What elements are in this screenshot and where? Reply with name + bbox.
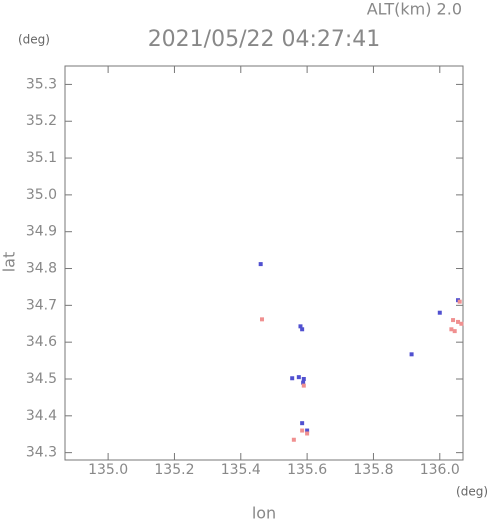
x-tick-label: 136.0 [420, 462, 460, 478]
echo-point [300, 421, 305, 426]
y-tick-label: 34.4 [26, 408, 57, 424]
echo-point [452, 329, 457, 334]
plot-frame [64, 65, 464, 461]
echo-point [459, 321, 464, 326]
y-tick-label: 35.3 [26, 76, 57, 92]
chart-title: 2021/05/22 04:27:41 [148, 27, 381, 52]
y-tick-label: 34.3 [26, 445, 57, 461]
x-label: lon [252, 504, 276, 522]
y-tick-label: 34.5 [26, 371, 57, 387]
x-tick-label: 135.6 [287, 462, 327, 478]
echo-point [449, 327, 454, 332]
x-tick-label: 135.0 [88, 462, 128, 478]
y-tick-label: 34.7 [26, 297, 57, 313]
y-tick-label: 35.1 [26, 150, 57, 166]
x-tick-label: 135.8 [353, 462, 393, 478]
y-tick-label: 34.6 [26, 334, 57, 350]
echo-point [290, 376, 295, 381]
echo-point [301, 383, 306, 388]
y-tick-label: 35.2 [26, 113, 57, 129]
echo-point [260, 317, 265, 322]
echo-point [437, 310, 442, 315]
x-unit: (deg) [456, 485, 488, 499]
y-unit: (deg) [18, 33, 50, 47]
echo-point [409, 352, 414, 357]
echo-point [456, 319, 461, 324]
echo-point [451, 318, 456, 323]
echo-point [291, 437, 296, 442]
y-tick-label: 35.0 [26, 187, 57, 203]
echo-point [301, 376, 306, 381]
y-tick-label: 34.9 [26, 224, 57, 240]
echo-point [301, 380, 306, 385]
echo-point [457, 299, 462, 304]
echo-point [300, 428, 305, 433]
y-tick-label: 34.8 [26, 261, 57, 277]
y-label: lat [0, 252, 19, 273]
echo-point [298, 324, 303, 329]
x-tick-label: 135.4 [221, 462, 261, 478]
x-tick-label: 135.2 [154, 462, 194, 478]
echo-point [258, 262, 263, 267]
echo-point [296, 375, 301, 380]
echo-point [300, 327, 305, 332]
echo-point [305, 431, 310, 436]
altitude: ALT(km) 2.0 [367, 0, 462, 19]
echo-point [305, 428, 310, 433]
